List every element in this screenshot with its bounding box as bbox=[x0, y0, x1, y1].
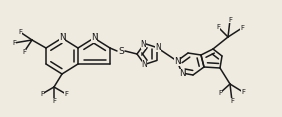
Text: F: F bbox=[216, 24, 220, 30]
Text: S: S bbox=[118, 46, 124, 55]
Text: N: N bbox=[174, 57, 180, 66]
Text: N: N bbox=[179, 68, 185, 77]
Text: N: N bbox=[155, 43, 161, 52]
Text: N: N bbox=[155, 43, 161, 52]
Text: F: F bbox=[22, 49, 26, 55]
Text: N: N bbox=[174, 57, 180, 66]
Text: F: F bbox=[64, 91, 68, 97]
Text: N: N bbox=[91, 33, 97, 42]
Text: N: N bbox=[142, 60, 147, 69]
Text: F: F bbox=[12, 40, 16, 46]
Text: N: N bbox=[155, 43, 161, 52]
Text: N: N bbox=[59, 33, 65, 42]
Text: F: F bbox=[18, 29, 22, 35]
Text: F: F bbox=[230, 98, 234, 104]
Text: N: N bbox=[179, 68, 185, 77]
Text: N: N bbox=[142, 60, 147, 69]
Text: N: N bbox=[141, 40, 146, 49]
Text: S: S bbox=[118, 46, 124, 55]
Text: F: F bbox=[228, 17, 232, 23]
Text: F: F bbox=[241, 89, 245, 95]
Text: F: F bbox=[52, 98, 56, 104]
Text: F: F bbox=[240, 25, 244, 31]
Text: F: F bbox=[218, 90, 222, 96]
Text: N: N bbox=[59, 33, 65, 42]
Text: F: F bbox=[40, 91, 44, 97]
Text: N: N bbox=[141, 40, 146, 49]
Text: N: N bbox=[91, 33, 97, 42]
Text: N: N bbox=[174, 57, 180, 66]
